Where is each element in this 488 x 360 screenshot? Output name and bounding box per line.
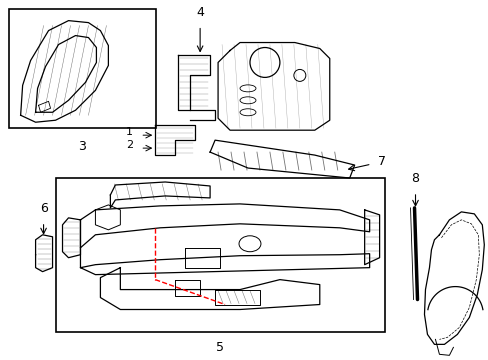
Text: 7: 7	[377, 154, 385, 167]
Text: 6: 6	[40, 202, 47, 215]
Bar	[9, 9, 156, 128]
Text: 1: 1	[126, 127, 133, 137]
Text: 4: 4	[196, 6, 203, 19]
Text: 8: 8	[411, 172, 419, 185]
Text: 2: 2	[126, 140, 133, 150]
Text: 5: 5	[216, 341, 224, 354]
Text: 3: 3	[79, 140, 86, 153]
Bar	[56, 178, 384, 332]
